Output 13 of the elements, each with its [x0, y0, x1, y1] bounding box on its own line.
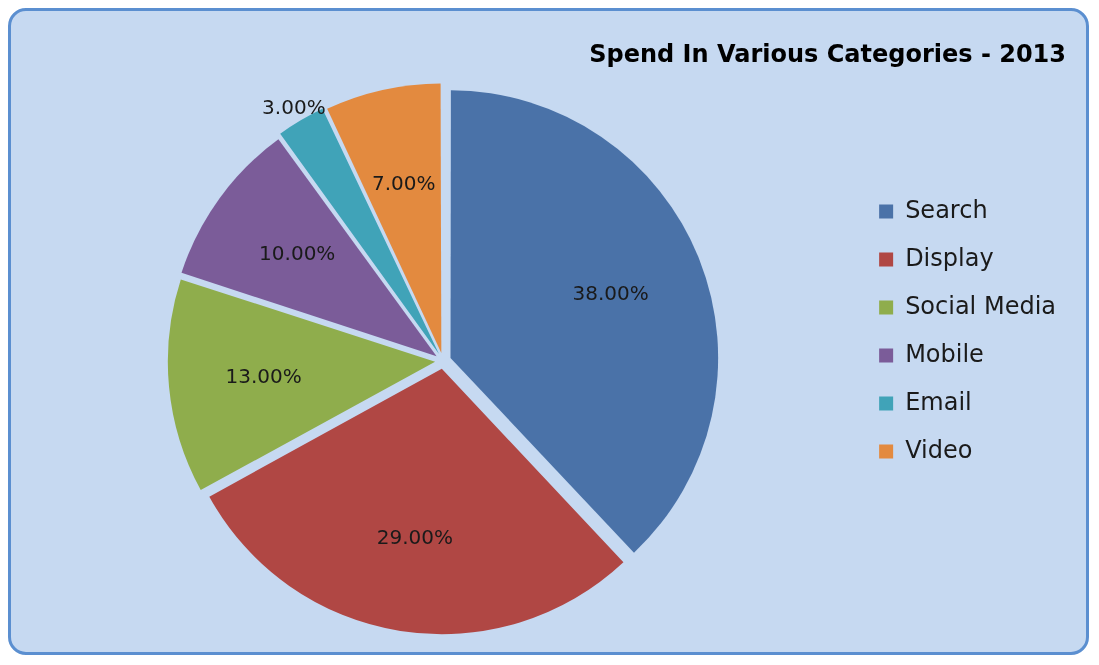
- data-label: 38.00%: [572, 280, 649, 305]
- legend-label: Mobile: [905, 339, 984, 368]
- legend-label: Video: [905, 435, 973, 464]
- data-label: 7.00%: [371, 171, 436, 196]
- chart-title: Spend In Various Categories - 2013: [589, 39, 1066, 68]
- legend-label: Display: [905, 243, 994, 272]
- data-label: 13.00%: [225, 364, 302, 389]
- data-label: 10.00%: [259, 241, 336, 266]
- legend-label: Email: [905, 387, 972, 416]
- legend-label: Social Media: [905, 291, 1057, 320]
- legend-label: Search: [905, 195, 988, 224]
- data-label: 3.00%: [262, 94, 326, 119]
- data-label: 29.00%: [376, 525, 453, 550]
